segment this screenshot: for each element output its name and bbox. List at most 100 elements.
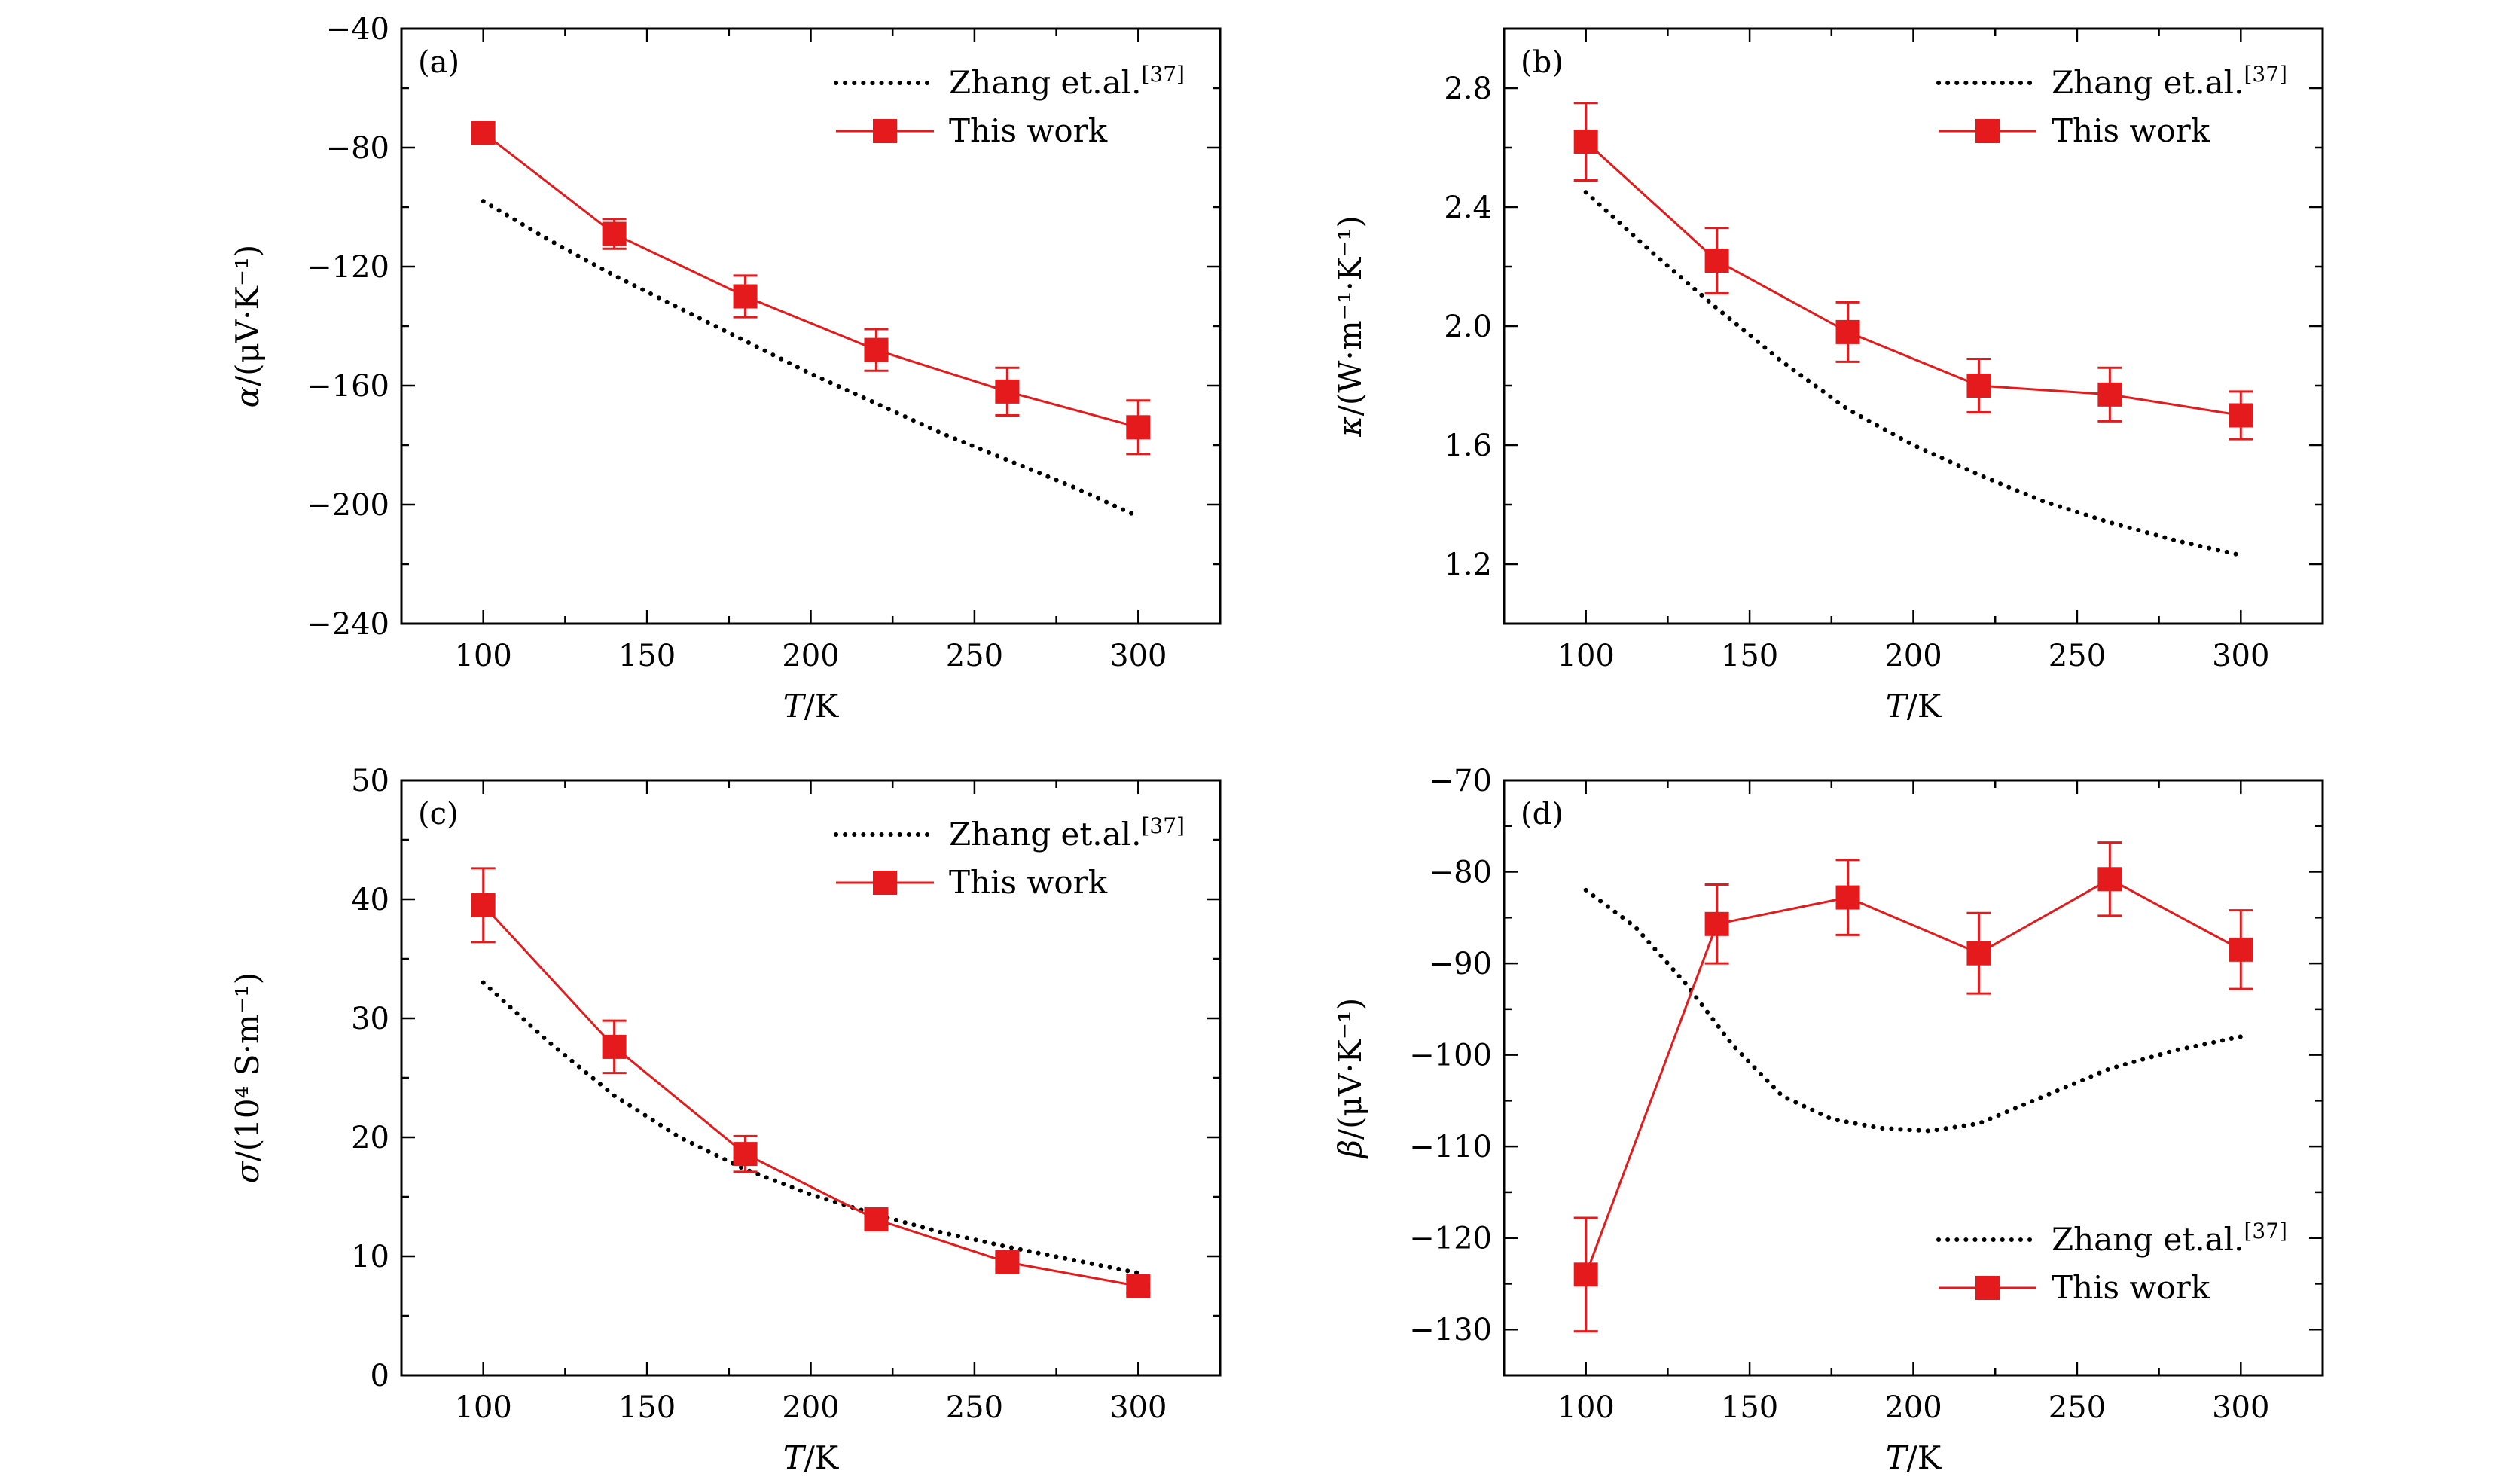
- legend-label-text: This work: [2052, 1269, 2210, 1306]
- x-tick-label: 300: [1109, 1390, 1167, 1425]
- y-tick-label: 20: [351, 1121, 389, 1155]
- x-axis-label-unit: /K: [804, 1439, 840, 1476]
- y-axis-label: κ/(W·m⁻¹·K⁻¹): [1332, 215, 1368, 438]
- data-point: [2097, 867, 2122, 892]
- x-axis-label-symbol: T: [783, 1439, 807, 1476]
- panel-label: (c): [418, 797, 459, 832]
- legend-label-text: Zhang et.al.: [949, 64, 1141, 101]
- data-point: [1966, 374, 1991, 398]
- y-axis-label: α/(μV·K⁻¹): [229, 245, 266, 408]
- data-point: [602, 221, 627, 246]
- x-axis-label-symbol: T: [1886, 1439, 1909, 1476]
- legend-marker: [1975, 1276, 2000, 1300]
- legend-entry: Zhang et.al.[37]: [1936, 62, 2287, 101]
- y-tick-label: 1.2: [1444, 548, 1492, 582]
- legend-marker: [873, 871, 897, 895]
- series-line: [482, 904, 1139, 1287]
- series-zhang: [1583, 887, 2244, 1134]
- legend-label-ref: [37]: [2244, 1219, 2287, 1243]
- legend-label: This work: [949, 112, 1108, 149]
- data-point: [1966, 941, 1991, 966]
- y-tick-label: 1.6: [1444, 429, 1492, 463]
- legend: Zhang et.al.[37] This work: [1936, 1219, 2287, 1306]
- data-point: [1704, 249, 1729, 273]
- y-axis-label-symbol: β: [1332, 1140, 1368, 1159]
- series-line: [481, 199, 1141, 519]
- legend-label: This work: [2052, 112, 2210, 149]
- y-axis-label-symbol: κ: [1332, 416, 1368, 438]
- data-point: [1835, 319, 1860, 344]
- legend-label-text: This work: [2052, 112, 2210, 149]
- data-point: [2097, 382, 2122, 407]
- legend-marker: [1975, 119, 2000, 143]
- legend-entry: Zhang et.al.[37]: [834, 813, 1185, 853]
- y-axis-label-unit: /(10⁴ S·m⁻¹): [229, 972, 266, 1162]
- x-tick-label: 250: [946, 639, 1003, 673]
- legend-label: This work: [2052, 1269, 2210, 1306]
- y-axis-label-symbol: α: [229, 386, 266, 407]
- y-tick-label: 50: [351, 764, 389, 798]
- x-tick-label: 300: [1109, 639, 1167, 673]
- series-this-work: [1573, 102, 2253, 441]
- y-tick-label: 2.0: [1444, 310, 1492, 344]
- legend-marker: [873, 119, 897, 143]
- data-point: [602, 1034, 627, 1059]
- data-point: [864, 1207, 889, 1232]
- data-point: [2229, 403, 2253, 428]
- legend-label: Zhang et.al.[37]: [949, 813, 1185, 853]
- x-tick-label: 100: [455, 1390, 512, 1425]
- data-point: [1573, 130, 1598, 154]
- x-tick-label: 150: [1721, 1390, 1778, 1425]
- y-tick-label: −160: [307, 369, 389, 404]
- data-point: [995, 1250, 1020, 1274]
- y-tick-label: −80: [326, 131, 389, 166]
- legend-label: Zhang et.al.[37]: [2052, 1219, 2287, 1258]
- legend-label: This work: [949, 864, 1108, 901]
- legend-label: Zhang et.al.[37]: [2052, 62, 2287, 101]
- legend-label-ref: [37]: [2244, 62, 2287, 87]
- y-tick-label: −130: [1409, 1313, 1492, 1347]
- x-tick-label: 100: [1557, 1390, 1615, 1425]
- legend-entry: This work: [836, 112, 1108, 149]
- x-axis-label: T/K: [783, 688, 840, 725]
- y-axis-label-unit: /(W·m⁻¹·K⁻¹): [1332, 215, 1368, 416]
- legend-label: Zhang et.al.[37]: [949, 62, 1185, 101]
- x-axis-label-symbol: T: [1886, 688, 1909, 725]
- chart-panel-d: 100 150 200 250 300 −130 −120 −110 −100 −90 −80 −70…: [1332, 764, 2324, 1476]
- y-tick-label: −70: [1429, 764, 1492, 798]
- y-axis-label-unit: /(μV·K⁻¹): [229, 245, 266, 386]
- chart-panel-b: 100 150 200 250 300 1.2 1.6 2.0 2.4 2.8 T/K κ/(W·m⁻…: [1332, 27, 2324, 725]
- y-tick-label: −110: [1409, 1130, 1492, 1164]
- x-tick-label: 250: [946, 1390, 1003, 1425]
- x-tick-label: 150: [618, 1390, 676, 1425]
- data-point: [2229, 937, 2253, 962]
- data-point: [1573, 1262, 1598, 1287]
- y-tick-label: −200: [307, 488, 389, 523]
- panel-label: (d): [1521, 797, 1564, 832]
- data-point: [1835, 885, 1860, 910]
- series-zhang: [481, 980, 1141, 1276]
- legend: Zhang et.al.[37] This work: [834, 813, 1185, 901]
- data-point: [1126, 415, 1151, 440]
- legend-label-text: Zhang et.al.: [2052, 64, 2244, 101]
- data-point: [733, 284, 758, 309]
- legend-entry: This work: [836, 864, 1108, 901]
- series-line: [1583, 190, 2244, 558]
- legend-entry: This work: [1939, 112, 2210, 149]
- y-tick-label: −80: [1429, 856, 1492, 890]
- x-axis-label: T/K: [1886, 1439, 1942, 1476]
- x-axis-label-unit: /K: [804, 688, 840, 725]
- x-tick-label: 200: [782, 639, 839, 673]
- y-tick-label: 2.8: [1444, 72, 1492, 106]
- legend-label-text: Zhang et.al.: [2052, 1221, 2244, 1258]
- x-tick-label: 300: [2212, 639, 2269, 673]
- x-axis-label-unit: /K: [1907, 1439, 1942, 1476]
- legend-entry: Zhang et.al.[37]: [834, 62, 1185, 101]
- data-point: [864, 337, 889, 362]
- y-axis-label: σ/(10⁴ S·m⁻¹): [229, 972, 266, 1183]
- legend-label-text: Zhang et.al.: [949, 816, 1141, 853]
- x-tick-label: 300: [2212, 1390, 2269, 1425]
- x-axis-label: T/K: [783, 1439, 840, 1476]
- x-tick-label: 250: [2049, 639, 2106, 673]
